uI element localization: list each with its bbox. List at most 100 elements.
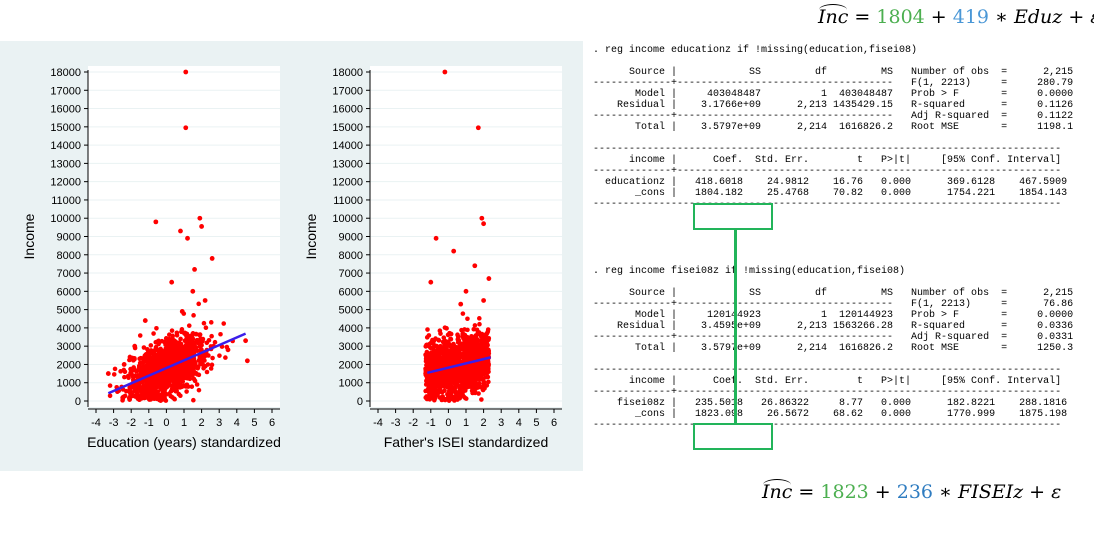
chart1-data-point — [160, 373, 166, 379]
chart1-data-point — [208, 366, 214, 371]
chart2-data-point — [438, 376, 444, 382]
chart1-data-point — [208, 320, 214, 325]
chart1-data-point — [174, 388, 179, 394]
chart1-data-point — [217, 353, 222, 358]
chart1-x-tick-label: 4 — [234, 417, 240, 429]
chart1-data-point — [140, 363, 146, 369]
chart2-outlier-point — [428, 279, 434, 285]
chart1-data-point — [180, 355, 185, 360]
chart1-data-point — [148, 343, 154, 348]
chart2-data-point — [460, 355, 465, 360]
chart2-y-tick-label: 8000 — [339, 250, 363, 262]
chart1-data-point — [168, 354, 173, 360]
chart1-outlier-point — [183, 125, 189, 131]
chart2-x-tick-label: 0 — [445, 417, 451, 429]
chart1-data-point — [167, 378, 173, 384]
chart2-data-point — [476, 391, 481, 396]
chart1-data-point — [155, 354, 160, 360]
chart1-data-point — [139, 380, 145, 385]
equation-education: Inc = 1804 + 419 ∗ Eduz + ε — [818, 4, 1094, 28]
chart2-data-point — [474, 352, 480, 358]
chart1-data-point — [155, 389, 161, 394]
chart2-data-point — [480, 368, 486, 373]
chart2-y-tick-label: 14000 — [332, 140, 363, 152]
chart1-data-point — [191, 358, 197, 364]
chart2-data-point — [465, 380, 471, 386]
chart2-outlier-point — [463, 288, 469, 294]
chart1-y-tick-label: 16000 — [50, 104, 81, 116]
chart2-data-point — [428, 365, 434, 371]
chart1-data-point — [179, 344, 184, 349]
chart2-data-point — [474, 327, 480, 333]
chart1-data-point — [181, 366, 187, 371]
chart2-x-tick-label: 3 — [498, 417, 504, 429]
chart1-data-point — [221, 321, 227, 326]
chart2-data-point — [460, 365, 465, 371]
chart2-data-point — [447, 388, 453, 394]
chart1-data-point — [149, 362, 155, 367]
chart1-data-point — [196, 301, 202, 307]
chart1-data-point — [139, 387, 144, 393]
chart2-data-point — [465, 350, 470, 356]
scatter-plots-panel: 0 1000 2000 3000 4000 5000 6000 7000 8000 9000 100… — [0, 41, 583, 471]
chart2-outlier-point — [486, 276, 492, 281]
chart1-data-point — [193, 345, 199, 351]
chart2-data-point — [448, 336, 454, 342]
chart1-data-point — [107, 383, 113, 388]
chart2-data-point — [479, 351, 484, 357]
chart2-data-point — [472, 390, 478, 396]
equation-equals: = — [848, 6, 877, 28]
chart1-data-point — [187, 333, 193, 339]
chart2-data-point — [430, 393, 436, 398]
chart1-outlier-point — [142, 318, 148, 323]
chart2-data-point — [451, 394, 457, 400]
chart2-data-point — [432, 343, 437, 349]
equation-lhs: Inc — [818, 4, 849, 28]
chart1-y-tick-label: 1000 — [57, 378, 81, 390]
chart2-y-tick-label: 13000 — [332, 158, 363, 170]
chart2-data-point — [446, 348, 452, 354]
chart1-data-point — [185, 362, 190, 368]
chart1-x-axis-title: Education (years) standardized — [87, 434, 281, 450]
chart1-data-point — [127, 354, 133, 360]
chart1-data-point — [197, 332, 203, 337]
chart1-outlier-point — [121, 362, 127, 367]
chart1-outlier-point — [185, 235, 190, 241]
chart1-x-tick-label: -3 — [109, 417, 119, 429]
chart2-fit-line — [426, 356, 491, 375]
chart2-data-point — [453, 370, 458, 376]
chart1-x-tick-label: -2 — [126, 417, 136, 429]
chart1-data-point — [183, 344, 189, 350]
chart1-data-point — [127, 390, 133, 395]
chart2-data-point — [467, 342, 472, 348]
equation-slope: 419 — [952, 6, 990, 28]
chart2-data-point — [473, 348, 479, 353]
chart1-data-point — [187, 376, 193, 382]
chart1-data-point — [203, 325, 209, 331]
chart2-data-point — [432, 397, 437, 403]
chart1-data-point — [133, 386, 138, 391]
chart1-data-point — [148, 366, 153, 371]
chart2-data-point — [427, 341, 433, 347]
chart1-data-point — [178, 336, 183, 342]
chart2-data-point — [472, 371, 478, 377]
chart1-data-point — [151, 331, 156, 336]
chart2-outlier-point — [442, 69, 448, 75]
chart2-data-point — [476, 382, 482, 388]
chart2-data-point — [424, 335, 430, 340]
slope-highlight-box-education — [693, 203, 773, 230]
chart1-data-point — [165, 383, 171, 389]
chart1-y-tick-label: 15000 — [50, 122, 81, 134]
chart1-y-tick-label: 14000 — [50, 140, 81, 152]
chart2-data-point — [453, 360, 458, 366]
chart1-outlier-point — [153, 219, 159, 225]
chart2-data-point — [473, 386, 479, 391]
equation-slope: 236 — [896, 481, 934, 503]
chart1-data-point — [173, 344, 179, 349]
chart1-data-point — [142, 390, 148, 395]
chart2-data-point — [425, 394, 430, 400]
chart2-outlier-point — [481, 298, 486, 303]
chart1-data-point — [139, 393, 145, 399]
chart2-data-point — [441, 335, 447, 340]
chart2-y-tick-label: 12000 — [332, 177, 363, 189]
